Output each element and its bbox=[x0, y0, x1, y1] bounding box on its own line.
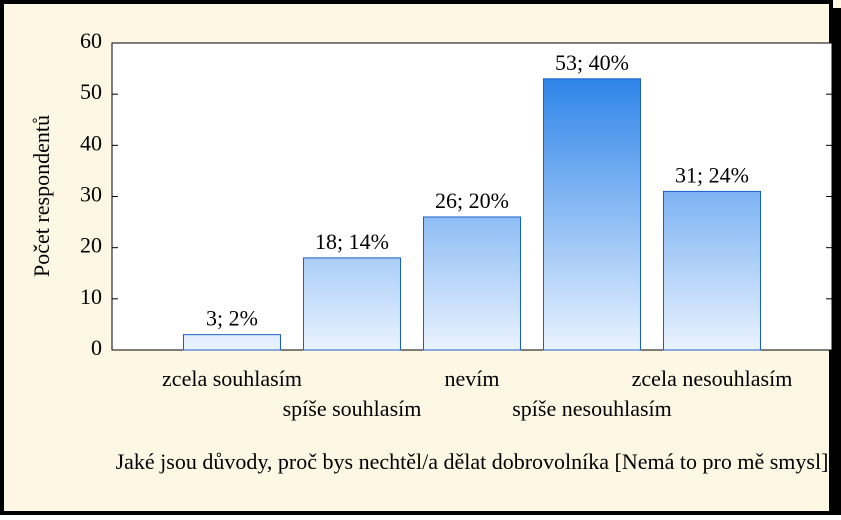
data-label: 3; 2% bbox=[206, 306, 258, 331]
y-tick-label: 40 bbox=[80, 130, 102, 155]
y-tick-label: 60 bbox=[80, 28, 102, 53]
y-tick-label: 30 bbox=[80, 182, 102, 207]
x-tick-label: nevím bbox=[445, 366, 500, 391]
bar bbox=[423, 216, 521, 351]
x-tick-label: zcela nesouhlasím bbox=[632, 366, 793, 391]
y-tick-label: 50 bbox=[80, 79, 102, 104]
x-tick-label: spíše souhlasím bbox=[283, 396, 422, 421]
data-label: 53; 40% bbox=[555, 50, 629, 75]
y-tick-label: 0 bbox=[91, 335, 102, 360]
bar bbox=[303, 257, 401, 351]
y-tick-label: 20 bbox=[80, 233, 102, 258]
bar bbox=[543, 78, 641, 351]
bar bbox=[183, 334, 281, 351]
bar bbox=[663, 190, 761, 351]
y-tick-label: 10 bbox=[80, 284, 102, 309]
x-tick-label: spíše nesouhlasím bbox=[512, 396, 672, 421]
x-axis-label: Jaké jsou důvody, proč bys nechtěl/a děl… bbox=[115, 449, 829, 474]
x-tick-label: zcela souhlasím bbox=[162, 366, 302, 391]
data-label: 31; 24% bbox=[675, 162, 749, 187]
y-axis-label: Počet respondentů bbox=[29, 115, 54, 277]
data-label: 26; 20% bbox=[435, 188, 509, 213]
shadow bbox=[833, 8, 841, 515]
data-label: 18; 14% bbox=[315, 229, 389, 254]
